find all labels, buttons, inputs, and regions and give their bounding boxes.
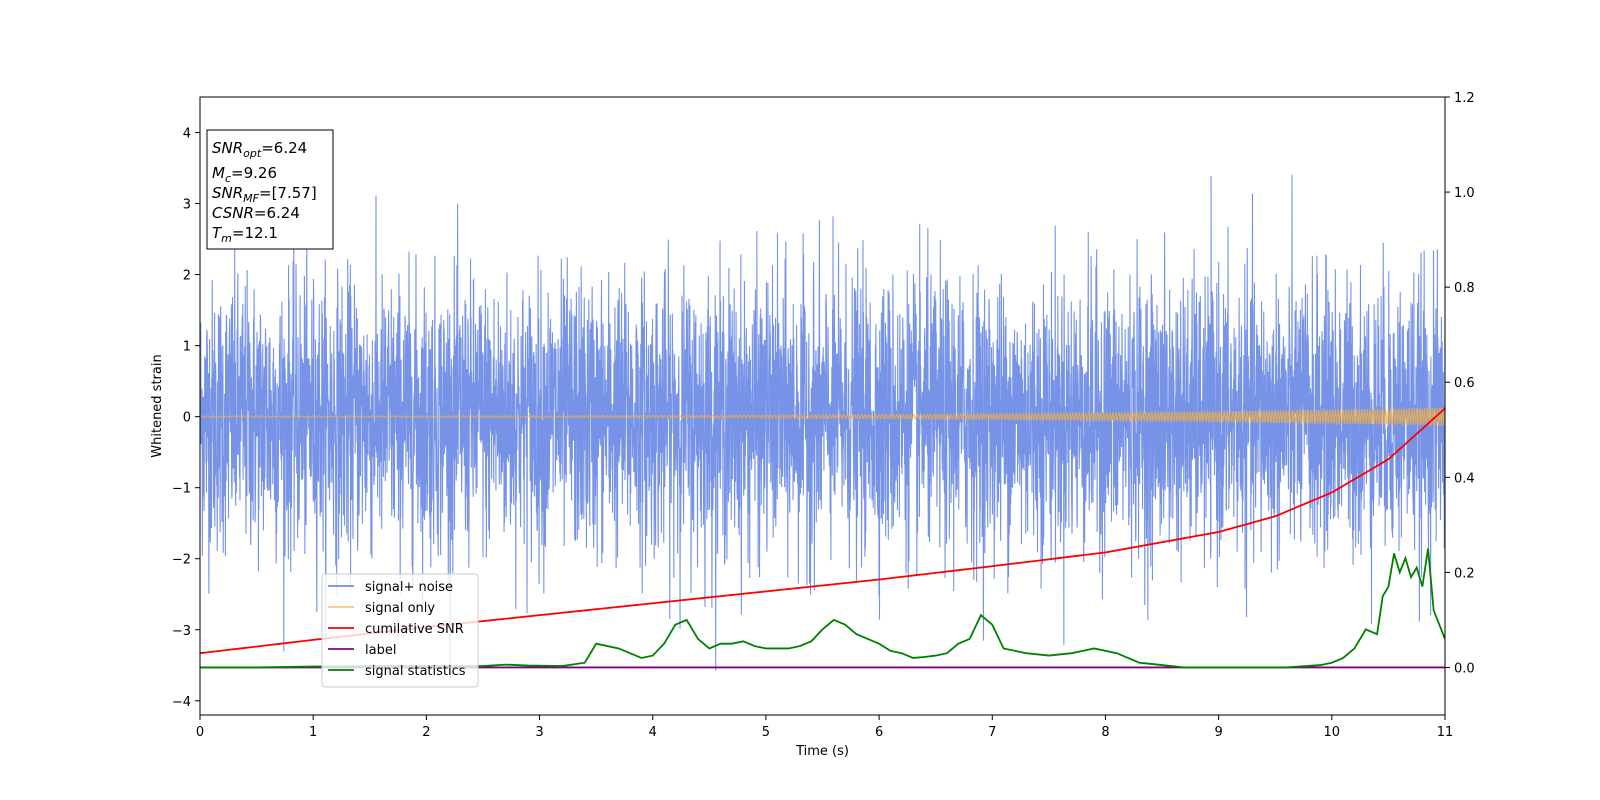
- x-tick-label: 8: [1101, 725, 1109, 740]
- legend-box: [321, 573, 479, 688]
- x-tick-label: 10: [1324, 725, 1341, 740]
- y-tick-label: −1: [172, 482, 191, 497]
- y-tick-label: −2: [172, 553, 191, 568]
- y2-tick-label: 1.0: [1454, 186, 1475, 201]
- x-tick-label: 0: [196, 725, 204, 740]
- x-tick-label: 9: [1214, 725, 1222, 740]
- y-tick-label: 0: [183, 411, 191, 426]
- annotation-line: Mc=9.26: [212, 164, 277, 185]
- y-axis-label: Whitened strain: [150, 354, 165, 457]
- annotation-line: Tm=12.1: [212, 224, 278, 245]
- x-tick-label: 5: [762, 725, 770, 740]
- series-signal-only: [200, 407, 1445, 428]
- annotation-frame: [206, 129, 334, 250]
- y-tick-label: 2: [183, 269, 191, 284]
- y-tick-label: −3: [172, 624, 191, 639]
- y-tick-label: −4: [172, 695, 191, 710]
- x-tick-label: 1: [309, 725, 317, 740]
- x-tick-label: 2: [422, 725, 430, 740]
- y2-tick-label: 0.4: [1454, 471, 1475, 486]
- annotation-line: SNRMF=[7.57]: [212, 184, 317, 205]
- y2-tick-label: 1.2: [1454, 91, 1475, 106]
- x-axis-label: Time (s): [795, 744, 849, 759]
- annotation-line: SNRopt=6.24: [212, 139, 307, 160]
- x-tick-label: 7: [988, 725, 996, 740]
- y-tick-label: 3: [183, 198, 191, 213]
- series-signal-noise: [200, 174, 1445, 680]
- y-tick-label: 1: [183, 340, 191, 355]
- legend-entry: cumilative SNR: [365, 622, 464, 637]
- y-tick-label: 4: [183, 127, 191, 142]
- axes: 0 1 2 3 4 5 6 7 8 9 10 11 −4 −3 −2 −1 0 1 2 3 4 0.0 0.2 0.4 0.6 0…: [150, 91, 1475, 759]
- series-signal-statistics: [200, 548, 1445, 669]
- legend-entry: signal statistics: [365, 664, 466, 679]
- legend-entry: label: [365, 643, 396, 658]
- y2-tick-label: 0.2: [1454, 566, 1475, 581]
- legend-entry: signal only: [365, 601, 435, 616]
- y2-tick-label: 0.8: [1454, 281, 1475, 296]
- y2-tick-label: 0.6: [1454, 376, 1475, 391]
- legend-entry: signal+ noise: [365, 580, 453, 595]
- legend: signal+ noise signal only cumilative SNR la…: [321, 573, 479, 688]
- x-tick-label: 6: [875, 725, 883, 740]
- y2-tick-label: 0.0: [1454, 661, 1475, 676]
- annotation-line: CSNR=6.24: [212, 204, 300, 222]
- x-tick-label: 4: [649, 725, 657, 740]
- axes-frame: [199, 96, 1446, 716]
- x-tick-label: 11: [1437, 725, 1454, 740]
- x-tick-label: 3: [535, 725, 543, 740]
